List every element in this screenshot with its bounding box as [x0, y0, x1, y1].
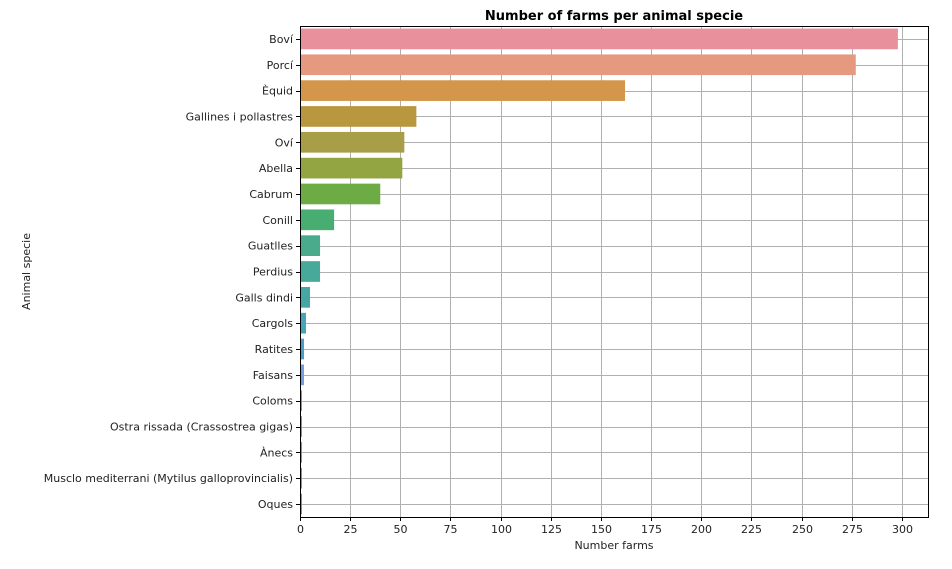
bar [300, 467, 303, 489]
x-tick-label: 175 [641, 523, 662, 536]
y-tick-label: Abella [259, 162, 293, 175]
y-tick-label: Musclo mediterrani (Mytilus galloprovinc… [44, 472, 293, 485]
y-axis-label: Animal specie [20, 233, 33, 310]
y-ticks: Boví Porcí Èquid Gallines i pollastres Oví Ab… [44, 33, 300, 511]
y-tick-label: Porcí [267, 59, 294, 72]
bar [300, 106, 417, 127]
y-tick-label: Ostra rissada (Crassostrea gigas) [110, 421, 293, 434]
x-tick-label: 300 [892, 523, 913, 536]
x-axis-label: Number farms [574, 539, 653, 552]
x-tick-label: 125 [541, 523, 562, 536]
y-tick-label: Èquid [262, 85, 293, 98]
bar [300, 390, 303, 412]
bar [300, 28, 898, 50]
y-tick-label: Ànecs [260, 446, 293, 459]
bar [300, 235, 321, 256]
plot-frame [300, 26, 929, 518]
y-tick-label: Ratites [255, 343, 294, 356]
y-tick-label: Cabrum [249, 188, 293, 201]
y-tick-label: Cargols [252, 317, 294, 330]
bar [300, 312, 307, 334]
x-tick-label: 200 [691, 523, 712, 536]
x-ticks: 0 25 50 75 100 125 150 175 200 225 250 275 300 [297, 517, 913, 536]
y-tick-label: Gallines i pollastres [186, 110, 294, 123]
x-tick-label: 75 [444, 523, 458, 536]
y-tick-label: Faisans [253, 369, 294, 382]
y-tick-label: Conill [262, 214, 293, 227]
x-tick-label: 225 [741, 523, 762, 536]
y-tick-label: Galls dindi [235, 291, 293, 304]
x-tick-label: 150 [591, 523, 612, 536]
x-tick-label: 0 [297, 523, 304, 536]
y-tick-label: Oques [258, 498, 293, 511]
bar [300, 157, 403, 179]
bar [300, 261, 321, 282]
x-tick-label: 25 [344, 523, 358, 536]
bar [300, 364, 305, 386]
x-tick-label: 50 [394, 523, 408, 536]
bar [300, 209, 335, 231]
y-tick-label: Perdius [253, 266, 293, 279]
y-tick-label: Guatlles [248, 240, 293, 253]
x-tick-label: 275 [842, 523, 863, 536]
y-tick-label: Coloms [252, 395, 293, 408]
x-tick-label: 250 [792, 523, 813, 536]
bar [300, 442, 303, 463]
bar [300, 131, 405, 153]
bar [300, 287, 311, 308]
bar [300, 416, 303, 437]
bar [300, 54, 856, 76]
bar [300, 338, 305, 360]
bar [300, 493, 303, 515]
chart-title: Number of farms per animal specie [485, 9, 743, 24]
y-tick-label: Oví [275, 136, 294, 149]
y-tick-label: Boví [269, 33, 294, 46]
bar [300, 80, 626, 101]
bar [300, 183, 381, 205]
bars [300, 28, 898, 515]
x-tick-label: 100 [491, 523, 512, 536]
